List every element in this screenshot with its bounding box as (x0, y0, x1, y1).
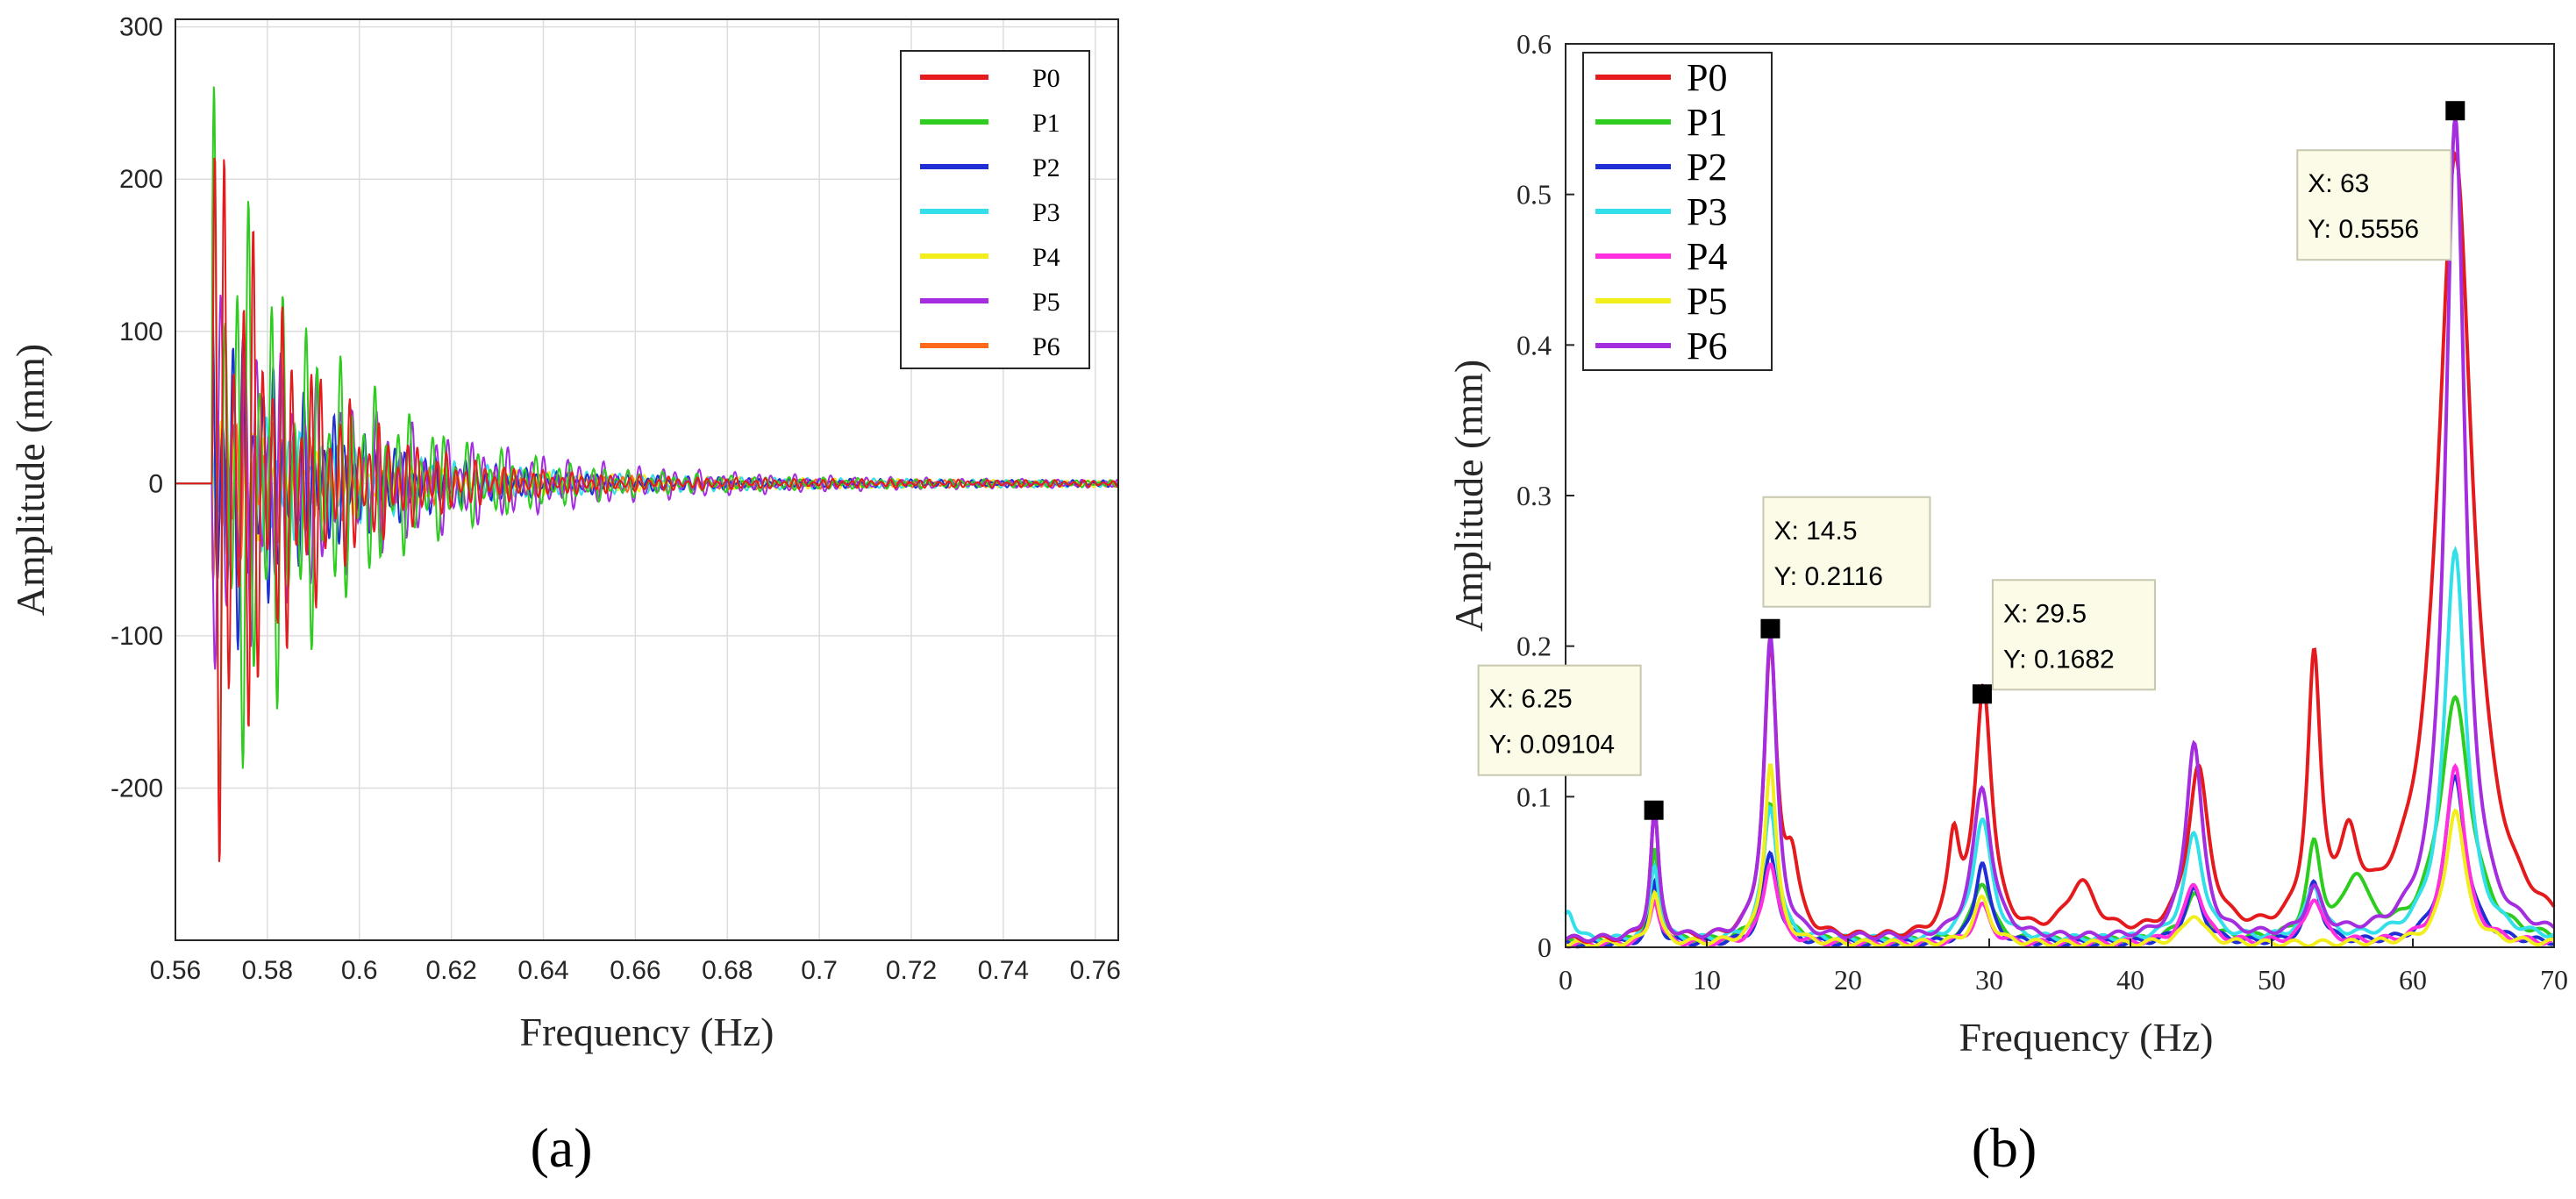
legend-label-b: P4 (1687, 235, 1727, 278)
xtick-label-a: 0.64 (517, 956, 568, 985)
xtick-label-a: 0.6 (341, 956, 378, 985)
chart-a: 0.56 0.58 0.6 0.62 0.64 0.66 0.68 0.7 0.72 0.74 0.… (8, 13, 1121, 1054)
legend-label-a: P0 (1032, 64, 1060, 93)
xtick-label-a: 0.76 (1070, 956, 1121, 985)
datatip-x-text: X: 63 (2308, 169, 2369, 198)
datatip-y-text: Y: 0.1682 (2003, 645, 2115, 674)
chart-b: 0 10 20 30 40 50 60 70 0 0.1 0.2 0.3 0.4 0.5 0.6 X: 6.2… (1446, 28, 2568, 1060)
ytick-label-a: -100 (111, 622, 163, 651)
legend-label-b: P3 (1687, 190, 1727, 233)
xtick-label-a: 0.62 (425, 956, 476, 985)
legend-label-a: P2 (1032, 153, 1060, 182)
series-line-b-p6 (1564, 117, 2556, 943)
legend-label-b: P5 (1687, 280, 1727, 323)
xtick-label-b: 70 (2540, 964, 2568, 996)
legend-label-b: P1 (1687, 101, 1727, 144)
ytick-label-a: -200 (111, 774, 163, 803)
xtick-label-a: 0.7 (801, 956, 838, 985)
ytick-label-a: 100 (119, 318, 163, 346)
xtick-label-b: 0 (1559, 964, 1573, 996)
legend-label-b: P2 (1687, 146, 1727, 189)
datatip-x-text: X: 29.5 (2003, 599, 2087, 628)
legend-label-a: P5 (1032, 288, 1060, 317)
datatip-x-text: X: 6.25 (1489, 685, 1573, 714)
ytick-label-b: 0.1 (1516, 781, 1552, 812)
caption-b: (b) (1972, 1117, 2037, 1179)
xtick-label-b: 60 (2399, 964, 2427, 996)
datatip-box (1762, 496, 1931, 608)
datatip-marker (1972, 684, 1992, 704)
xtick-label-a: 0.66 (610, 956, 660, 985)
datatip-box (2296, 149, 2452, 261)
plot-frame-a (175, 18, 1119, 941)
datatip-0: X: 6.25 Y: 0.09104 (1477, 664, 1664, 820)
datatip-2: X: 29.5 Y: 0.1682 (1972, 579, 2156, 704)
datatip-marker (1644, 800, 1664, 820)
ytick-label-b: 0.2 (1516, 631, 1552, 662)
y-axis-label-a: Amplitude (mm) (8, 344, 53, 616)
y-axis-label-b: Amplitude (mm) (1446, 360, 1491, 632)
series-line-a-p0 (175, 157, 1119, 862)
series-line-b-p5 (1565, 763, 2555, 949)
ytick-label-b: 0.5 (1516, 179, 1552, 211)
ytick-label-b: 0.4 (1516, 329, 1552, 360)
legend-label-b: P0 (1687, 56, 1727, 99)
xtick-label-a: 0.74 (978, 956, 1029, 985)
datatip-y-text: Y: 0.2116 (1773, 562, 1883, 591)
legend-label-b: P6 (1687, 325, 1727, 368)
ytick-label-a: 200 (119, 165, 163, 194)
xtick-label-b: 20 (1834, 964, 1862, 996)
datatip-box (1991, 579, 2156, 691)
xtick-label-b: 30 (1975, 964, 2003, 996)
xtick-label-a: 0.58 (242, 956, 293, 985)
legend-label-a: P6 (1032, 332, 1060, 361)
legend-label-a: P1 (1032, 109, 1060, 138)
datatip-3: X: 63 Y: 0.5556 (2296, 101, 2465, 261)
xtick-label-a: 0.68 (702, 956, 753, 985)
ytick-label-a: 0 (148, 469, 163, 498)
x-axis-label-b: Frequency (Hz) (1959, 1015, 2214, 1060)
x-axis-label-a: Frequency (Hz) (520, 1010, 774, 1054)
ytick-label-b: 0 (1538, 931, 1552, 963)
xtick-label-a: 0.56 (150, 956, 201, 985)
xtick-label-a: 0.72 (886, 956, 937, 985)
legend-label-a: P3 (1032, 198, 1060, 227)
datatip-x-text: X: 14.5 (1773, 517, 1857, 546)
legend-label-a: P4 (1032, 243, 1060, 272)
xtick-label-b: 10 (1693, 964, 1721, 996)
xtick-label-b: 40 (2116, 964, 2144, 996)
ytick-label-b: 0.3 (1516, 480, 1552, 511)
ytick-label-b: 0.6 (1516, 28, 1552, 60)
datatip-box (1477, 664, 1642, 776)
caption-a: (a) (530, 1117, 592, 1179)
legend-a: P0 P1 P2 P3 P4 P5 P6 (900, 50, 1090, 369)
datatip-y-text: Y: 0.09104 (1489, 731, 1615, 760)
datatip-y-text: Y: 0.5556 (2308, 215, 2419, 244)
ytick-label-a: 300 (119, 13, 163, 42)
xtick-label-b: 50 (2258, 964, 2286, 996)
datatip-1: X: 14.5 Y: 0.2116 (1760, 496, 1931, 639)
datatip-marker (1760, 618, 1780, 639)
datatip-marker (2445, 101, 2465, 121)
